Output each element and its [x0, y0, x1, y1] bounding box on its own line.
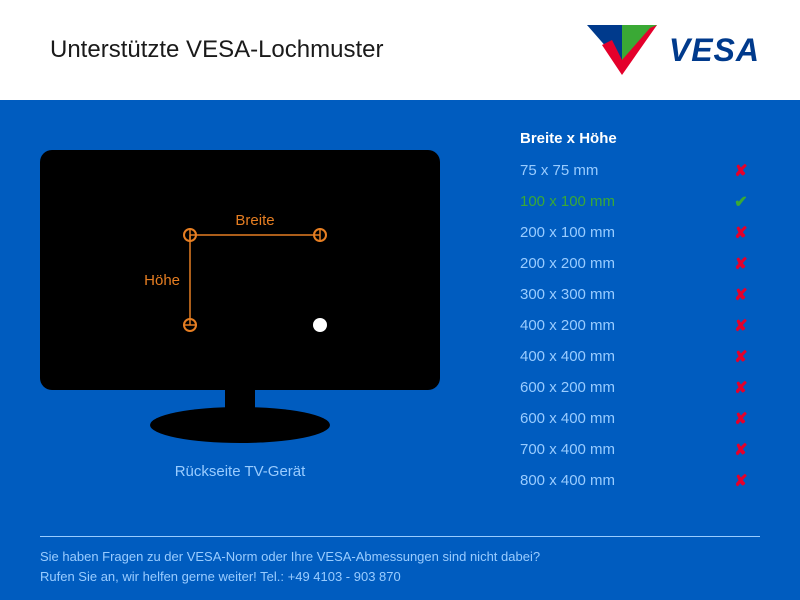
vesa-logo: VESA: [587, 20, 760, 80]
size-label: 200 x 200 mm: [520, 255, 615, 272]
vesa-logo-text: VESA: [669, 32, 760, 69]
size-label: 800 x 400 mm: [520, 472, 615, 489]
vesa-size-table: Breite x Höhe 75 x 75 mm ✘ 100 x 100 mm ✔ 20…: [520, 130, 750, 496]
table-row: 400 x 200 mm ✘: [520, 310, 750, 341]
table-row: 100 x 100 mm ✔: [520, 186, 750, 217]
size-label: 600 x 400 mm: [520, 410, 615, 427]
check-icon: ✔: [732, 192, 750, 212]
footer-line2: Rufen Sie an, wir helfen gerne weiter! T…: [40, 569, 401, 584]
svg-text:Breite: Breite: [235, 212, 274, 229]
cross-icon: ✘: [732, 347, 750, 367]
table-row: 700 x 400 mm ✘: [520, 434, 750, 465]
cross-icon: ✘: [732, 161, 750, 181]
table-row: 300 x 300 mm ✘: [520, 279, 750, 310]
table-row: 75 x 75 mm ✘: [520, 155, 750, 186]
cross-icon: ✘: [732, 378, 750, 398]
cross-icon: ✘: [732, 316, 750, 336]
page-title: Unterstützte VESA-Lochmuster: [50, 36, 383, 64]
size-label: 600 x 200 mm: [520, 379, 615, 396]
cross-icon: ✘: [732, 254, 750, 274]
tv-diagram: Breite Höhe Rückseite TV-Gerät: [40, 150, 440, 480]
footer-divider: [40, 536, 760, 537]
table-row: 400 x 400 mm ✘: [520, 341, 750, 372]
size-label: 400 x 400 mm: [520, 348, 615, 365]
size-label: 200 x 100 mm: [520, 224, 615, 241]
cross-icon: ✘: [732, 223, 750, 243]
table-row: 200 x 100 mm ✘: [520, 217, 750, 248]
cross-icon: ✘: [732, 409, 750, 429]
footer-line1: Sie haben Fragen zu der VESA-Norm oder I…: [40, 549, 540, 564]
vesa-checkmark-icon: [587, 20, 657, 80]
table-row: 800 x 400 mm ✘: [520, 465, 750, 496]
table-header: Breite x Höhe: [520, 130, 750, 155]
cross-icon: ✘: [732, 440, 750, 460]
size-label: 700 x 400 mm: [520, 441, 615, 458]
table-row: 200 x 200 mm ✘: [520, 248, 750, 279]
cross-icon: ✘: [732, 285, 750, 305]
footer: Sie haben Fragen zu der VESA-Norm oder I…: [40, 536, 760, 586]
cross-icon: ✘: [732, 471, 750, 491]
header: Unterstützte VESA-Lochmuster VESA: [0, 0, 800, 92]
size-label: 100 x 100 mm: [520, 193, 615, 210]
size-label: 300 x 300 mm: [520, 286, 615, 303]
size-label: 75 x 75 mm: [520, 162, 598, 179]
svg-text:Höhe: Höhe: [144, 272, 180, 289]
size-label: 400 x 200 mm: [520, 317, 615, 334]
table-row: 600 x 200 mm ✘: [520, 372, 750, 403]
tv-caption: Rückseite TV-Gerät: [40, 463, 440, 480]
main-panel: Breite Höhe Rückseite TV-Gerät Breite x …: [0, 100, 800, 600]
table-row: 600 x 400 mm ✘: [520, 403, 750, 434]
footer-text: Sie haben Fragen zu der VESA-Norm oder I…: [40, 547, 760, 586]
tv-rear-icon: Breite Höhe: [40, 150, 440, 450]
